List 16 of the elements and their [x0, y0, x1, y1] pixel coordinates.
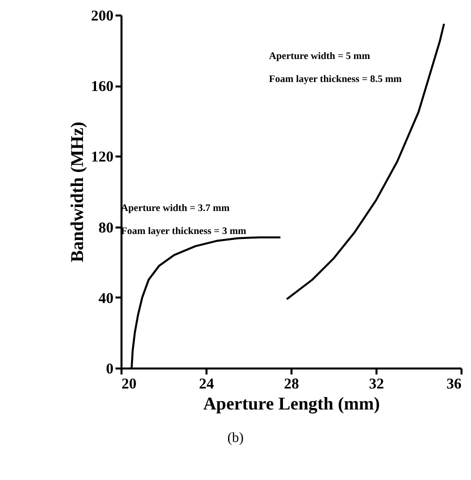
annotation: Foam layer thickness = 8.5 mm: [269, 74, 402, 85]
y-tick-label: 40: [98, 290, 114, 307]
y-axis-title: Bandwidth (MHz): [67, 122, 87, 262]
text: (b): [226, 431, 245, 447]
x-tick-label: 28: [284, 376, 299, 392]
y-tick-label: 200: [91, 8, 114, 24]
x-tick-label: 24: [199, 376, 214, 392]
annotation: Aperture width = 5 mm: [269, 51, 371, 62]
x-tick-label: 32: [369, 376, 384, 392]
x-axis-title: Aperture Length (mm): [203, 394, 380, 414]
y-tick-label: 120: [91, 150, 114, 166]
y-tick-label: 80: [98, 220, 114, 236]
y-tick-label: 160: [91, 79, 114, 96]
x-tick-label: 20: [122, 376, 136, 392]
x-tick-label: 36: [446, 376, 462, 392]
y-tick-label: 0: [106, 362, 114, 378]
